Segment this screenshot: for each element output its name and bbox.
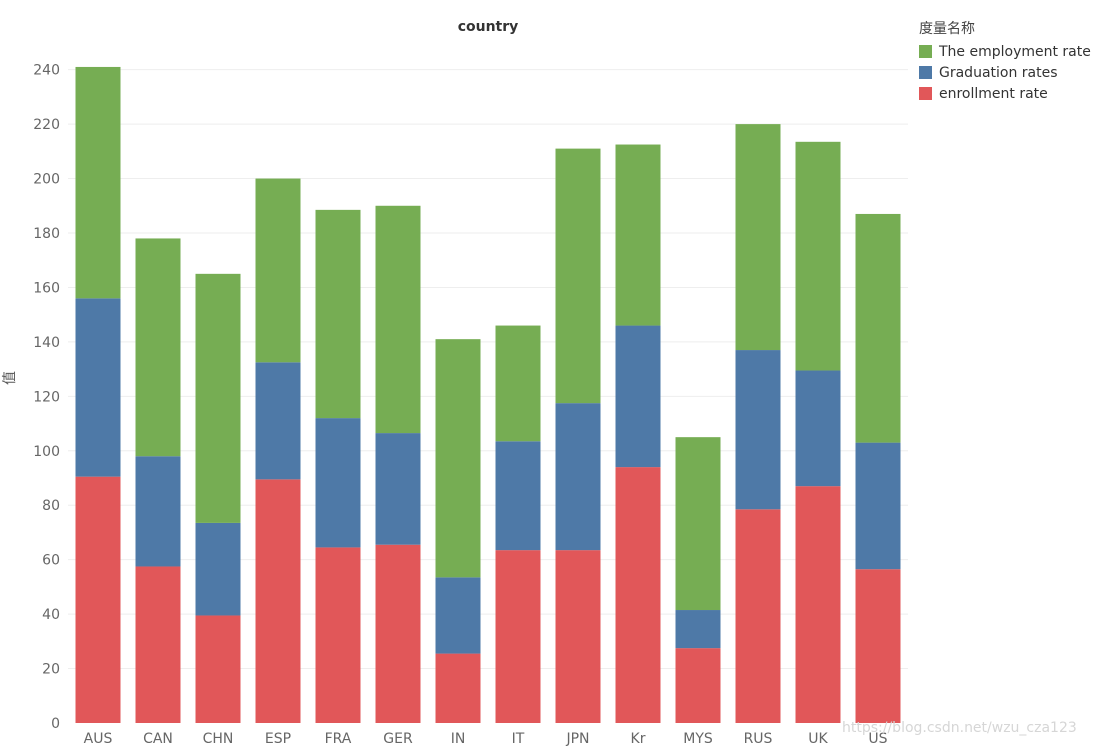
- bar-segment: [795, 141, 841, 371]
- legend-title: 度量名称: [919, 21, 975, 37]
- bar-segment: [195, 615, 241, 723]
- bar-segment: [855, 213, 901, 443]
- bar-segment: [675, 610, 721, 649]
- bar-segment: [435, 653, 481, 723]
- y-tick-label: 160: [33, 280, 60, 296]
- bar-segment: [315, 418, 361, 548]
- bar-segment: [435, 577, 481, 654]
- bar-segment: [135, 456, 181, 567]
- bar-segment: [675, 648, 721, 723]
- watermark: https://blog.csdn.net/wzu_cza123: [842, 720, 1077, 736]
- bar-segment: [315, 209, 361, 419]
- bar-segment: [375, 205, 421, 434]
- y-tick-label: 20: [42, 662, 60, 678]
- x-tick-label: MYS: [683, 731, 713, 747]
- bar-segment: [75, 298, 121, 477]
- y-tick-label: 200: [33, 172, 60, 188]
- bar-segment: [735, 124, 781, 351]
- bar-segment: [555, 403, 601, 551]
- bar-segment: [495, 441, 541, 551]
- bar-segment: [375, 433, 421, 545]
- y-tick-label: 140: [33, 335, 60, 351]
- legend-swatch: [919, 45, 932, 58]
- y-tick-label: 60: [42, 553, 60, 569]
- x-tick-label: GER: [383, 731, 413, 747]
- legend-label: The employment rate: [939, 43, 1091, 60]
- legend-swatch: [919, 87, 932, 100]
- bar-segment: [795, 486, 841, 723]
- y-tick-label: 120: [33, 389, 60, 405]
- legend-item: enrollment rate: [919, 83, 1091, 104]
- y-tick-label: 100: [33, 444, 60, 460]
- bar-segment: [495, 550, 541, 723]
- bar-segment: [855, 442, 901, 570]
- bar-segment: [495, 325, 541, 442]
- bar-segment: [255, 178, 301, 363]
- bar-segment: [75, 476, 121, 723]
- x-tick-label: RUS: [744, 731, 773, 747]
- legend-item: The employment rate: [919, 41, 1091, 62]
- legend-label: Graduation rates: [939, 64, 1058, 81]
- x-tick-label: IN: [451, 731, 466, 747]
- y-tick-label: 0: [51, 716, 60, 732]
- bar-segment: [735, 509, 781, 723]
- bar-segment: [135, 566, 181, 723]
- bar-segment: [615, 144, 661, 326]
- x-tick-label: US: [868, 731, 887, 747]
- bar-segment: [555, 550, 601, 723]
- gridlines: [68, 69, 908, 670]
- bar-segment: [255, 479, 301, 723]
- bar-segment: [555, 148, 601, 404]
- x-tick-label: CAN: [143, 731, 173, 747]
- legend-item: Graduation rates: [919, 62, 1091, 83]
- bar-segment: [795, 370, 841, 487]
- x-tick-label: FRA: [325, 731, 352, 747]
- bar-segment: [435, 339, 481, 578]
- bar-segment: [195, 273, 241, 523]
- x-tick-label: JPN: [565, 731, 589, 747]
- legend-swatch: [919, 66, 932, 79]
- chart-title: country: [458, 19, 519, 35]
- y-tick-label: 40: [42, 607, 60, 623]
- bar-segment: [375, 544, 421, 723]
- legend: 度量名称 The employment rate Graduation rates…: [919, 18, 1091, 104]
- x-tick-label: IT: [512, 731, 525, 747]
- bar-segment: [135, 238, 181, 457]
- y-axis-label: 值: [2, 371, 18, 385]
- y-tick-label: 180: [33, 226, 60, 242]
- x-tick-label: CHN: [203, 731, 234, 747]
- bar-marks: [75, 66, 901, 723]
- bar-segment: [675, 437, 721, 611]
- x-tick-label: AUS: [84, 731, 113, 747]
- y-tick-label: 80: [42, 498, 60, 514]
- bar-segment: [855, 569, 901, 723]
- bar-segment: [75, 66, 121, 299]
- bar-segment: [735, 350, 781, 510]
- bar-segment: [195, 522, 241, 616]
- x-tick-label: ESP: [265, 731, 291, 747]
- x-axis-ticks: AUS CAN CHN ESP FRA GER IN IT JPN Kr MYS RUS UK US: [84, 731, 888, 747]
- bar-segment: [315, 547, 361, 723]
- x-tick-label: UK: [808, 731, 828, 747]
- x-tick-label: Kr: [631, 731, 646, 747]
- legend-label: enrollment rate: [939, 85, 1048, 102]
- y-tick-label: 240: [33, 63, 60, 79]
- bar-segment: [255, 362, 301, 480]
- bar-segment: [615, 325, 661, 468]
- y-axis-ticks: 0 20 40 60 80 100 120 140 160 180 200 220 240: [33, 63, 60, 732]
- y-tick-label: 220: [33, 117, 60, 133]
- bar-segment: [615, 467, 661, 723]
